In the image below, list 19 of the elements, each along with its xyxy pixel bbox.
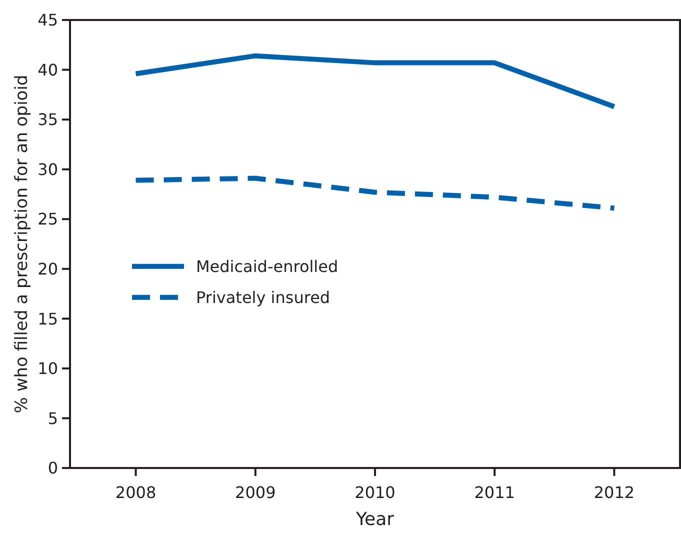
y-tick-label: 45 bbox=[38, 10, 58, 30]
y-tick-label: 20 bbox=[38, 259, 58, 278]
x-tick-label: 2010 bbox=[354, 483, 396, 502]
x-tick-label: 2011 bbox=[474, 483, 515, 502]
x-tick-label: 2008 bbox=[115, 483, 156, 502]
x-tick-label: 2012 bbox=[594, 483, 635, 502]
y-tick-label: 10 bbox=[38, 359, 58, 378]
y-tick-label: 30 bbox=[38, 160, 58, 179]
y-tick-label: 40 bbox=[38, 60, 58, 80]
y-tick-label: 0 bbox=[48, 458, 58, 478]
y-tick-label: 15 bbox=[38, 309, 58, 328]
legend-label: Privately insured bbox=[196, 288, 330, 307]
y-tick-label: 25 bbox=[38, 210, 58, 229]
x-tick-label: 2009 bbox=[235, 483, 276, 502]
y-axis-title: % who filled a prescription for an opioid bbox=[12, 74, 32, 414]
x-axis-title: Year bbox=[354, 509, 395, 530]
y-tick-label: 5 bbox=[48, 408, 58, 428]
legend-label: Medicaid-enrolled bbox=[196, 257, 338, 276]
y-tick-label: 35 bbox=[38, 110, 58, 130]
